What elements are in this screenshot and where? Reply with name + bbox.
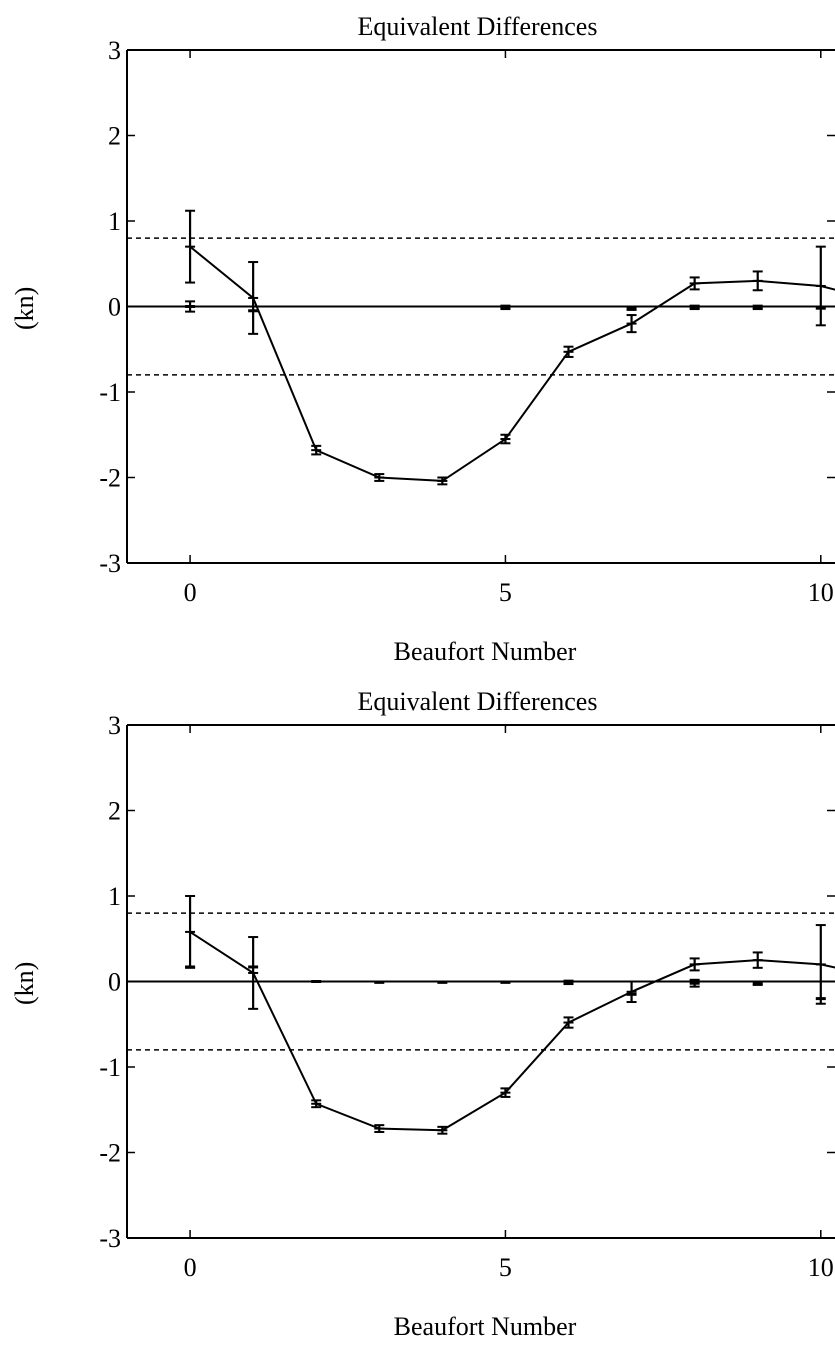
chart-title: Equivalent Differences: [357, 687, 598, 716]
y-tick-label: 2: [108, 122, 121, 151]
y-tick-label: 3: [108, 711, 121, 740]
x-tick-label: 0: [184, 578, 197, 607]
y-tick-label: -2: [99, 464, 121, 493]
y-tick-label: -2: [99, 1139, 121, 1168]
x-tick-label: 0: [184, 1253, 197, 1282]
chart-bottom: Equivalent Differences (kn) 3 2 1 0 -1 -2 -3 0 5…: [0, 675, 835, 1350]
y-tick-label: -1: [99, 378, 121, 407]
y-tick-label: 3: [108, 36, 121, 65]
x-tick-label: 10: [808, 1253, 834, 1282]
y-tick-label: 2: [108, 797, 121, 826]
x-axis-label: Beaufort Number: [393, 637, 577, 666]
y-tick-label: 1: [108, 882, 121, 911]
y-tick-label: -1: [99, 1053, 121, 1082]
x-tick-label: 5: [499, 1253, 512, 1282]
y-tick-label: 0: [108, 968, 121, 997]
x-axis-label: Beaufort Number: [393, 1312, 577, 1341]
x-tick-label: 5: [499, 578, 512, 607]
y-tick-label: -3: [99, 1224, 121, 1253]
y-tick-label: 1: [108, 207, 121, 236]
y-tick-label: -3: [99, 549, 121, 578]
x-tick-label: 10: [808, 578, 834, 607]
series-line: [189, 931, 835, 1132]
y-tick-label: 0: [108, 293, 121, 322]
chart-top: Equivalent Differences (kn) 3 2 1 0 -1 -2 -3 0 5…: [10, 12, 835, 666]
chart-title: Equivalent Differences: [357, 12, 598, 41]
series-line: [189, 245, 835, 482]
